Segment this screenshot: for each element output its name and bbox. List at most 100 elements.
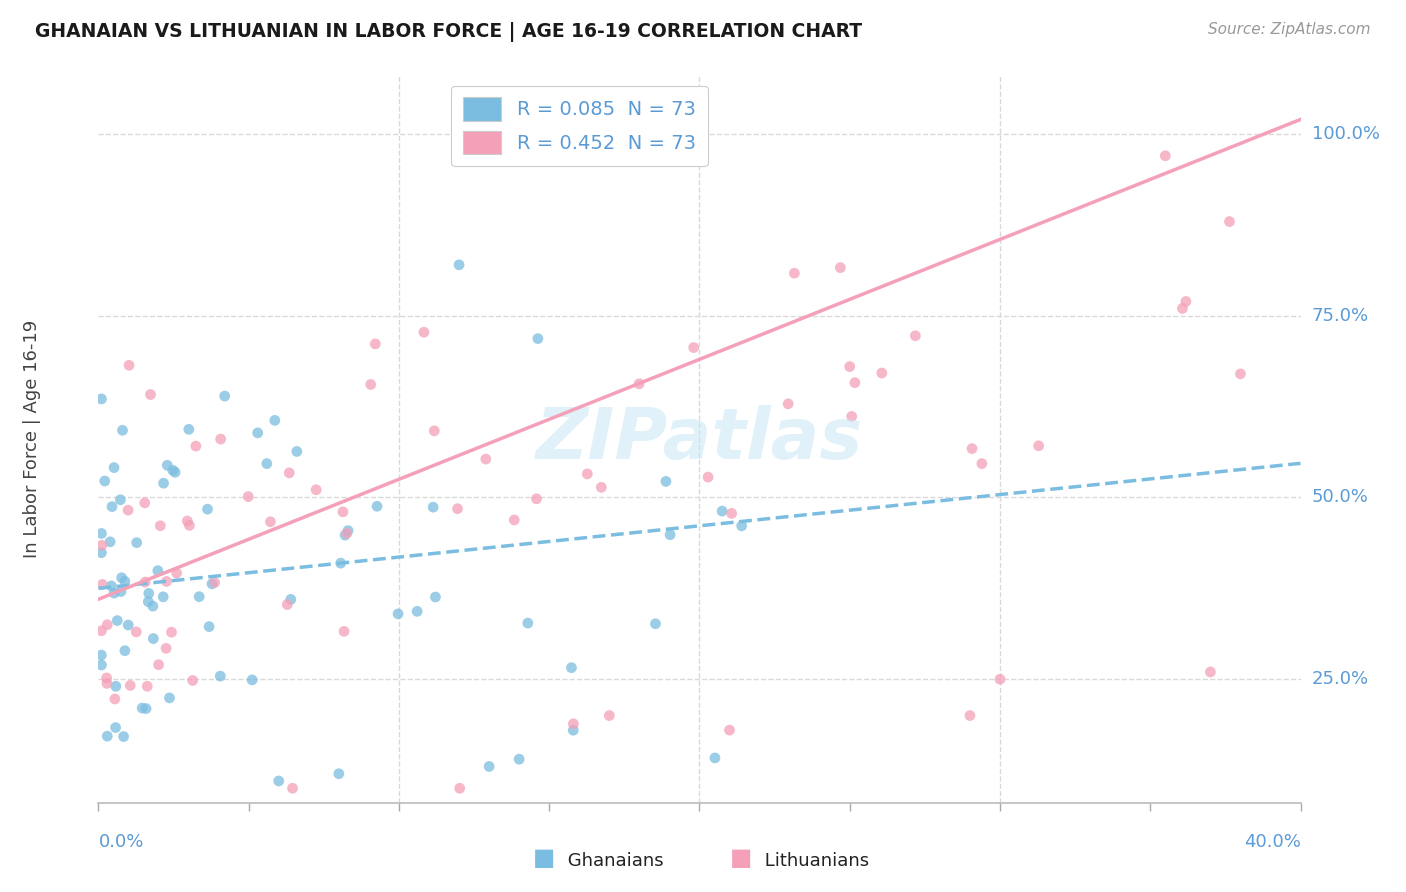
Point [562,723,585,738]
Point [238,490,260,504]
Point [139,387,162,401]
Point [364,337,387,351]
Point [704,751,727,765]
Point [204,575,226,590]
Text: 50.0%: 50.0% [1312,489,1368,507]
Point [711,504,734,518]
Point [387,607,409,621]
Text: 40.0%: 40.0% [1244,833,1301,851]
Point [142,599,165,614]
Point [90,526,112,541]
Point [176,514,198,528]
Point [91,577,114,591]
Text: ■: ■ [533,846,555,870]
Point [576,467,599,481]
Point [209,432,232,446]
Text: ZIPatlas: ZIPatlas [536,405,863,474]
Point [904,328,927,343]
Point [165,465,187,479]
Text: Source: ZipAtlas.com: Source: ZipAtlas.com [1208,22,1371,37]
Point [118,359,141,373]
Point [136,679,159,693]
Point [179,518,201,533]
Text: GHANAIAN VS LITHUANIAN IN LABOR FORCE | AGE 16-19 CORRELATION CHART: GHANAIAN VS LITHUANIAN IN LABOR FORCE | … [35,22,862,42]
Point [360,377,382,392]
Point [101,500,124,514]
Text: ■: ■ [730,846,752,870]
Point [516,615,538,630]
Point [136,594,159,608]
Point [267,774,290,789]
Point [201,577,224,591]
Point [276,598,298,612]
Text: 100.0%: 100.0% [1312,125,1379,143]
Point [100,579,122,593]
Point [336,526,359,541]
Point [259,515,281,529]
Point [90,546,112,560]
Point [240,673,263,687]
Point [209,669,232,683]
Point [1229,367,1251,381]
Legend: R = 0.085  N = 73, R = 0.452  N = 73: R = 0.085 N = 73, R = 0.452 N = 73 [451,86,707,166]
Point [870,366,893,380]
Point [659,527,682,541]
Point [134,496,156,510]
Point [447,258,470,272]
Text: In Labor Force | Age 16-19: In Labor Force | Age 16-19 [24,320,41,558]
Point [166,566,188,581]
Point [783,266,806,280]
Point [1174,294,1197,309]
Point [103,460,125,475]
Point [527,332,550,346]
Point [114,574,136,589]
Point [425,590,447,604]
Point [98,534,121,549]
Point [114,644,136,658]
Point [278,466,301,480]
Point [110,492,132,507]
Text: 25.0%: 25.0% [1312,670,1369,689]
Point [197,502,219,516]
Point [214,389,236,403]
Point [280,592,302,607]
Point [718,723,741,737]
Point [560,661,582,675]
Point [256,457,278,471]
Point [138,586,160,600]
Point [90,392,112,406]
Point [125,624,148,639]
Point [988,672,1011,686]
Point [591,480,613,494]
Point [148,657,170,672]
Point [478,759,501,773]
Point [181,673,204,688]
Point [177,422,200,436]
Point [1218,214,1240,228]
Point [103,586,125,600]
Point [104,692,127,706]
Point [162,463,184,477]
Point [112,730,135,744]
Point [449,781,471,796]
Point [152,590,174,604]
Point [778,397,800,411]
Point [96,729,118,743]
Point [96,617,118,632]
Point [328,766,350,780]
Point [1171,301,1194,316]
Point [125,535,148,549]
Point [830,260,852,275]
Point [731,519,754,533]
Point [682,341,704,355]
Point [155,574,177,589]
Point [155,641,177,656]
Point [285,444,308,458]
Text: 0.0%: 0.0% [98,833,143,851]
Point [838,359,860,374]
Point [281,781,304,796]
Point [131,701,153,715]
Point [149,518,172,533]
Point [697,470,720,484]
Point [329,556,352,570]
